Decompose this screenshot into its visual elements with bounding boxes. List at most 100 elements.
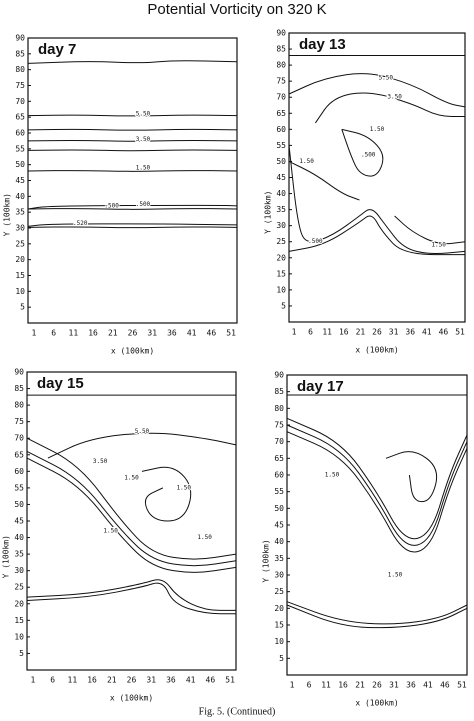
x-tick-label: 21 <box>107 676 117 685</box>
y-tick-label: 50 <box>276 157 286 166</box>
y-tick-label: 20 <box>276 253 286 262</box>
x-tick-label: 16 <box>339 328 349 337</box>
contour-line <box>288 145 466 254</box>
contour-label: .500 <box>104 202 119 209</box>
y-tick-label: 85 <box>274 387 284 396</box>
contour-line <box>286 424 468 546</box>
y-tick-label: 10 <box>15 287 25 296</box>
x-tick-label: 16 <box>338 681 348 690</box>
y-tick-label: 55 <box>276 141 286 150</box>
x-tick-label: 1 <box>290 681 295 690</box>
y-tick-label: 65 <box>14 450 24 459</box>
x-tick-label: 51 <box>226 329 236 338</box>
x-tick-label: 36 <box>167 329 177 338</box>
contour-label: 1.50 <box>197 534 212 541</box>
x-tick-label: 46 <box>440 681 450 690</box>
y-tick-label: 90 <box>14 368 24 377</box>
x-tick-label: 6 <box>308 328 313 337</box>
x-tick-label: 1 <box>292 328 297 337</box>
y-tick-label: 65 <box>274 454 284 463</box>
y-tick-label: 30 <box>14 566 24 575</box>
x-tick-label: 46 <box>207 329 217 338</box>
contour-label: 1.50 <box>325 472 340 479</box>
x-tick-label: 36 <box>406 681 416 690</box>
y-tick-label: 85 <box>14 384 24 393</box>
y-tick-label: 30 <box>274 571 284 580</box>
x-tick-label: 21 <box>356 328 366 337</box>
y-tick-label: 70 <box>274 437 284 446</box>
y-tick-label: 15 <box>14 616 24 625</box>
contour-line <box>288 215 465 256</box>
y-tick-label: 15 <box>15 271 25 280</box>
contour-line <box>314 92 465 124</box>
y-tick-label: 35 <box>276 205 286 214</box>
y-tick-label: 40 <box>15 192 25 201</box>
y-tick-label: 40 <box>14 533 24 542</box>
contour-line <box>27 128 238 131</box>
y-tick-label: 40 <box>274 537 284 546</box>
x-tick-label: 41 <box>423 681 433 690</box>
y-tick-label: 65 <box>15 113 25 122</box>
y-tick-label: 80 <box>14 401 24 410</box>
contour-label: .500 <box>136 201 151 208</box>
contour-line <box>27 60 238 64</box>
x-tick-label: 26 <box>372 328 382 337</box>
contour-line <box>286 601 468 625</box>
y-tick-label: 30 <box>15 224 25 233</box>
y-tick-label: 10 <box>276 285 286 294</box>
y-axis-label: Y (100km) <box>3 193 12 236</box>
contour-line <box>288 160 360 201</box>
y-tick-label: 5 <box>20 303 25 312</box>
y-tick-label: 55 <box>274 487 284 496</box>
contour-line <box>27 149 238 152</box>
contour-label: 5.50 <box>135 428 150 435</box>
contour-line <box>27 204 238 210</box>
contour-label: 5.50 <box>379 74 394 81</box>
y-tick-label: 50 <box>15 160 25 169</box>
y-tick-label: 70 <box>15 97 25 106</box>
contour-line <box>341 128 384 177</box>
y-tick-label: 45 <box>274 521 284 530</box>
y-tick-label: 90 <box>274 371 284 380</box>
contour-label: 3.50 <box>387 94 402 101</box>
contour-label: .520 <box>73 220 88 227</box>
y-tick-label: 75 <box>15 81 25 90</box>
contour-label: 1.50 <box>388 572 403 579</box>
contour-label: 1.50 <box>299 158 314 165</box>
y-tick-label: 90 <box>276 29 286 38</box>
contour-line <box>385 451 438 503</box>
contour-line <box>26 579 236 611</box>
x-tick-label: 26 <box>372 681 382 690</box>
x-tick-label: 6 <box>307 681 312 690</box>
x-tick-label: 31 <box>146 676 156 685</box>
x-tick-label: 36 <box>166 676 176 685</box>
x-axis-label: x (100km) <box>110 694 153 703</box>
plot-frame <box>286 374 468 676</box>
panel-label: day 17 <box>297 378 344 395</box>
contour-line <box>27 223 238 227</box>
y-tick-label: 5 <box>279 654 284 663</box>
contour-line <box>26 457 237 573</box>
y-tick-label: 60 <box>14 467 24 476</box>
y-axis-label: Y (100km) <box>264 191 273 234</box>
x-tick-label: 46 <box>206 676 216 685</box>
contour-label: 3.50 <box>136 136 151 143</box>
x-tick-label: 11 <box>68 676 78 685</box>
y-tick-label: 45 <box>276 173 286 182</box>
x-tick-label: 6 <box>51 329 56 338</box>
contour-line <box>47 432 237 459</box>
y-tick-label: 80 <box>274 404 284 413</box>
y-tick-label: 20 <box>15 255 25 264</box>
contour-label: 1.50 <box>124 474 139 481</box>
y-tick-label: 35 <box>14 550 24 559</box>
y-tick-label: 50 <box>274 504 284 513</box>
y-tick-label: 75 <box>276 77 286 86</box>
y-tick-label: 20 <box>14 599 24 608</box>
y-tick-label: 50 <box>14 500 24 509</box>
y-tick-label: 85 <box>15 49 25 58</box>
contour-line <box>141 466 192 522</box>
x-tick-label: 1 <box>31 676 36 685</box>
y-tick-label: 35 <box>274 554 284 563</box>
y-tick-label: 55 <box>14 483 24 492</box>
